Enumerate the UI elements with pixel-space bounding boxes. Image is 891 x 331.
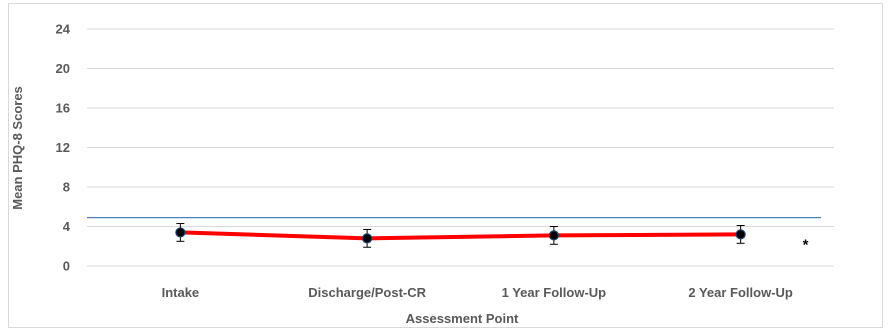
x-tick-label: 2 Year Follow-Up (688, 285, 793, 300)
y-tick-label: 4 (63, 219, 71, 234)
series-line (180, 230, 741, 241)
data-point (735, 229, 746, 240)
x-tick-label: Discharge/Post-CR (308, 285, 426, 300)
y-axis-ticks: 0 4 8 12 16 20 24 (56, 22, 71, 274)
significance-marker: * (803, 236, 809, 253)
y-axis-title: Mean PHQ-8 Scores (10, 86, 25, 210)
data-point (362, 233, 373, 244)
y-tick-label: 8 (63, 180, 70, 195)
x-tick-label: 1 Year Follow-Up (502, 285, 607, 300)
y-tick-label: 12 (56, 140, 70, 155)
x-axis-title: Assessment Point (406, 311, 519, 326)
y-tick-label: 0 (63, 259, 70, 274)
x-tick-label: Intake (162, 285, 200, 300)
series-group (175, 223, 746, 248)
gridlines (87, 28, 834, 267)
data-point (175, 227, 186, 238)
x-axis-ticks: Intake Discharge/Post-CR 1 Year Follow-Up 2… (162, 285, 793, 300)
y-tick-label: 24 (56, 22, 71, 37)
annotations: * (803, 236, 809, 253)
y-tick-label: 20 (56, 61, 70, 76)
y-tick-label: 16 (56, 101, 70, 116)
data-point (548, 230, 559, 241)
chart-frame (8, 3, 883, 328)
